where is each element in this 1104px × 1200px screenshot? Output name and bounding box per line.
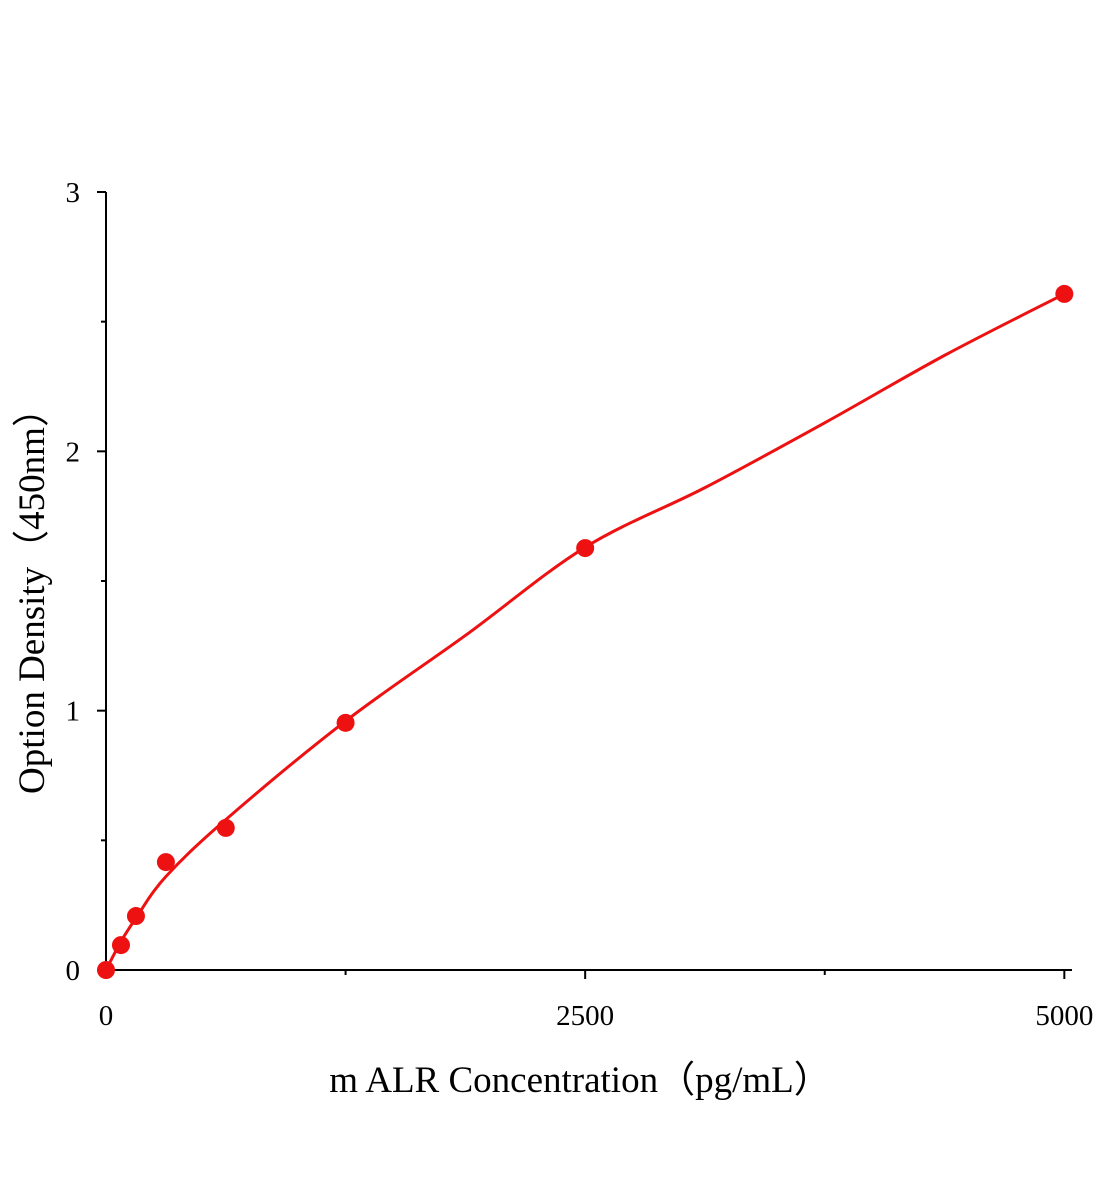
- x-tick-label: 2500: [556, 1000, 614, 1032]
- x-axis-label: m ALR Concentration（pg/mL）: [329, 1060, 831, 1101]
- data-point: [156, 853, 175, 872]
- fit-curve: [104, 292, 1066, 971]
- data-point: [111, 936, 130, 955]
- x-tick-label: 0: [99, 1000, 114, 1032]
- data-point: [1055, 284, 1074, 303]
- y-axis-label: Option Density（450nm）: [12, 390, 53, 794]
- data-point: [576, 539, 595, 558]
- y-tick-label: 2: [66, 436, 81, 468]
- y-tick-label: 0: [66, 955, 81, 987]
- data-point: [336, 713, 355, 732]
- data-point: [97, 961, 115, 979]
- y-tick-label: 1: [66, 696, 81, 728]
- y-tick-label: 3: [66, 177, 81, 209]
- x-tick-label: 5000: [1035, 1000, 1093, 1032]
- data-point: [216, 818, 235, 837]
- data-point: [126, 907, 145, 926]
